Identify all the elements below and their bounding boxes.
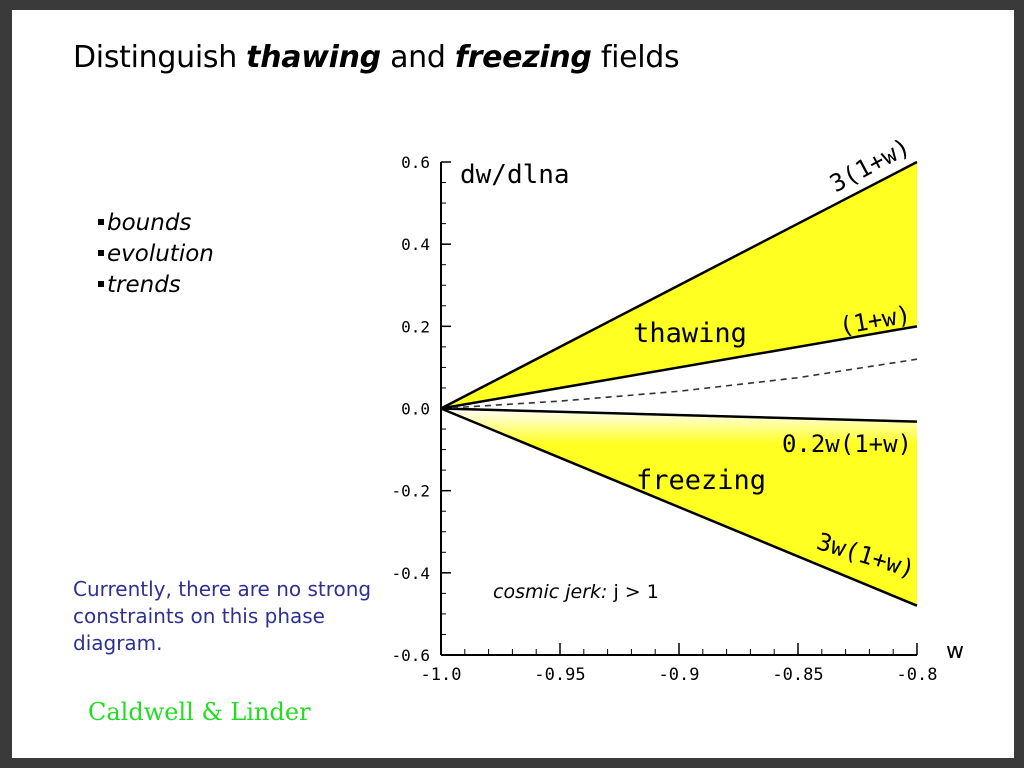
title-prefix: Distinguish xyxy=(73,40,247,75)
jerk-condition-part: j > 1 xyxy=(607,581,658,603)
y-tick-label: -0.6 xyxy=(391,646,430,665)
jerk-italic-part: cosmic jerk: xyxy=(493,581,607,603)
bullet-item: evolution xyxy=(98,239,214,270)
y-tick-label: 0.6 xyxy=(401,153,430,172)
series-line-2 xyxy=(440,407,918,423)
bullet-square-icon xyxy=(98,280,104,287)
series-label: 0.2w(1+w) xyxy=(782,430,912,458)
slide: Distinguish thawing and freezing fields … xyxy=(12,10,1014,758)
title-mid: and xyxy=(380,40,455,75)
region-label-thawing: thawing xyxy=(633,318,747,349)
bullet-square-icon xyxy=(98,249,104,256)
series-line-3 xyxy=(440,407,918,607)
y-tick-label: 0.0 xyxy=(401,400,430,419)
title-thawing: thawing xyxy=(246,40,381,75)
title-suffix: fields xyxy=(591,40,680,75)
bullet-text: bounds xyxy=(107,210,192,236)
y-tick-label: -0.2 xyxy=(391,482,430,501)
series-line-1 xyxy=(440,325,918,410)
x-tick-label: -0.8 xyxy=(897,665,938,685)
constraint-note: Currently, there are no strong constrain… xyxy=(73,577,372,655)
bullet-item: trends xyxy=(98,270,214,301)
x-tick-label: -1.0 xyxy=(421,665,462,685)
bullet-list: bounds evolution trends xyxy=(98,208,214,301)
y-axis-title: dw/dlna xyxy=(460,160,570,190)
bullet-square-icon xyxy=(98,218,104,225)
y-tick-label: -0.4 xyxy=(391,564,430,583)
bullet-text: trends xyxy=(107,272,181,298)
region-label-freezing: freezing xyxy=(636,465,766,496)
title-freezing: freezing xyxy=(454,40,592,75)
x-tick-label: -0.9 xyxy=(659,665,700,685)
x-axis-title: w xyxy=(946,639,964,664)
bullet-text: evolution xyxy=(107,241,214,267)
y-tick-label: 0.4 xyxy=(401,235,430,254)
dashed-trend-line xyxy=(440,358,918,410)
x-tick-label: -0.95 xyxy=(534,665,585,685)
cosmic-jerk-annotation: cosmic jerk: j > 1 xyxy=(493,581,659,603)
x-tick-label: -0.85 xyxy=(772,665,823,685)
slide-title: Distinguish thawing and freezing fields xyxy=(73,40,680,75)
series-line-0 xyxy=(440,160,918,410)
bullet-item: bounds xyxy=(98,208,214,239)
y-tick-label: 0.2 xyxy=(401,317,430,336)
credit-text: Caldwell & Linder xyxy=(88,698,311,726)
